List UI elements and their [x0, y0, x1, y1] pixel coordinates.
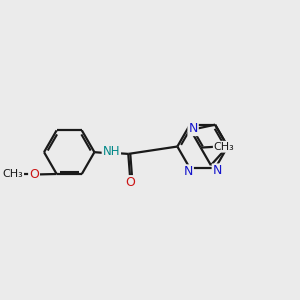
Text: O: O: [29, 168, 39, 181]
Text: N: N: [188, 122, 198, 135]
Text: NH: NH: [103, 145, 120, 158]
Text: CH₃: CH₃: [2, 169, 23, 179]
Text: N: N: [184, 165, 193, 178]
Text: CH₃: CH₃: [214, 142, 235, 152]
Text: N: N: [213, 164, 222, 177]
Text: O: O: [125, 176, 135, 189]
